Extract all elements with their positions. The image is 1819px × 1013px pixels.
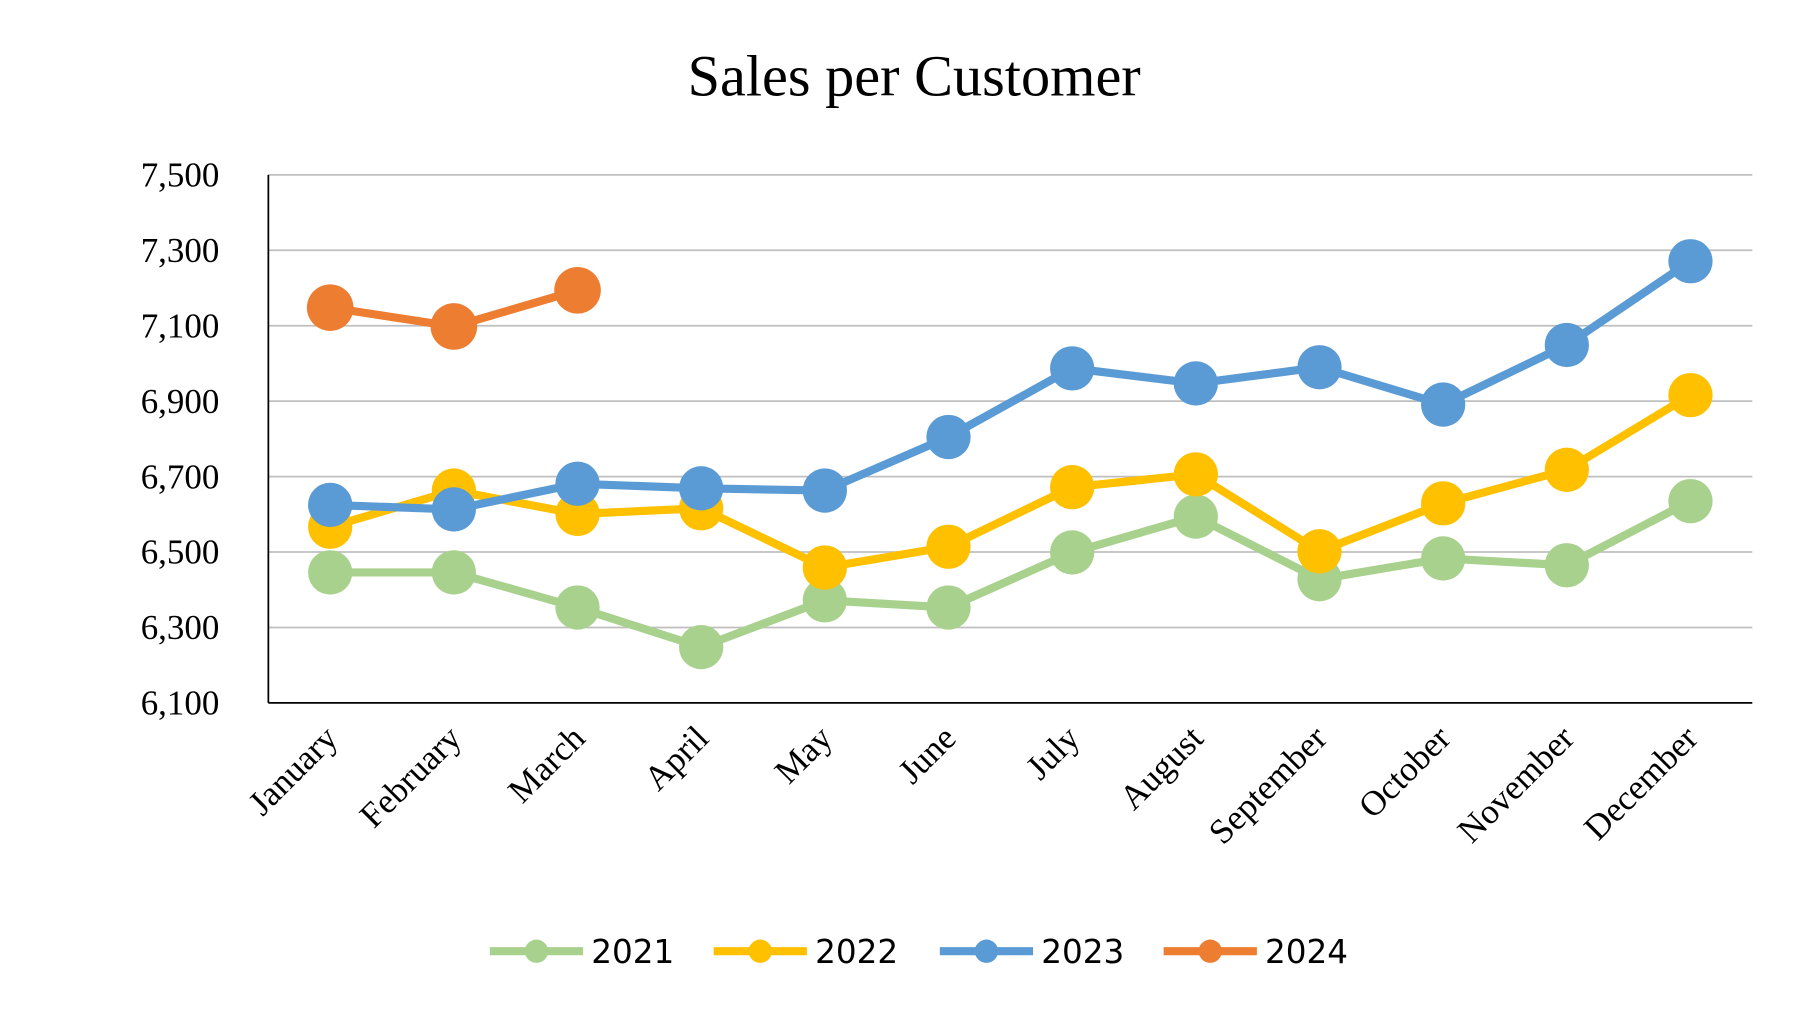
x-tick-label: August — [1112, 718, 1211, 817]
data-point — [306, 284, 354, 331]
x-tick-label: May — [767, 718, 840, 791]
series-2023 — [308, 239, 1713, 532]
data-point — [926, 524, 971, 569]
data-point — [1544, 447, 1589, 492]
data-point — [308, 482, 353, 528]
x-tick-label: June — [891, 718, 964, 791]
y-tick-label: 6,100 — [141, 684, 220, 723]
data-point — [1173, 494, 1218, 539]
legend-item-2022: 2022 — [713, 933, 898, 971]
data-point — [679, 466, 724, 511]
y-tick-label: 6,700 — [141, 457, 220, 496]
data-point — [802, 578, 847, 623]
x-tick-label: September — [1201, 718, 1335, 852]
y-tick-label: 7,100 — [141, 306, 220, 345]
data-point — [802, 545, 847, 590]
x-tick-label: December — [1576, 718, 1705, 847]
x-tick-label: February — [352, 718, 469, 835]
data-point — [1421, 382, 1466, 427]
y-tick-label: 6,900 — [141, 382, 220, 421]
legend-label: 2023 — [1041, 933, 1124, 971]
series-line — [330, 497, 1693, 652]
legend-label: 2024 — [1265, 933, 1348, 971]
legend-label: 2022 — [815, 933, 898, 971]
y-tick-label: 6,500 — [141, 533, 220, 572]
legend-marker — [524, 939, 549, 963]
x-tick-label: July — [1018, 718, 1087, 787]
series-line — [329, 391, 1693, 572]
data-point — [1421, 536, 1466, 581]
data-point — [1297, 529, 1342, 574]
data-point — [1173, 452, 1218, 497]
series-2021 — [308, 478, 1713, 670]
data-point — [1668, 372, 1713, 418]
x-tick-label: November — [1450, 718, 1582, 850]
data-point — [430, 303, 478, 350]
legend-item-2023: 2023 — [939, 933, 1124, 971]
legend-marker — [748, 939, 772, 963]
x-tick-label: March — [500, 718, 592, 810]
legend-marker — [974, 939, 999, 963]
data-point — [1421, 481, 1466, 526]
data-point — [1050, 465, 1095, 510]
data-point — [1668, 239, 1713, 284]
y-tick-label: 7,500 — [141, 156, 220, 195]
legend-label: 2021 — [591, 933, 674, 971]
data-point — [1297, 345, 1342, 390]
data-point — [926, 414, 971, 460]
data-point — [1050, 346, 1095, 391]
y-tick-label: 7,300 — [141, 231, 220, 270]
data-point — [431, 550, 477, 595]
data-point — [555, 585, 600, 630]
data-point — [1544, 543, 1589, 588]
data-point — [679, 624, 724, 670]
x-tick-label: October — [1351, 718, 1458, 825]
x-tick-label: April — [636, 718, 716, 798]
y-tick-label: 6,300 — [141, 608, 220, 647]
series-line — [330, 257, 1693, 514]
series-2024 — [306, 266, 601, 350]
data-point — [555, 461, 600, 506]
data-point — [1050, 530, 1095, 575]
data-point — [554, 266, 601, 314]
data-point — [802, 468, 847, 513]
chart-title: Sales per Customer — [688, 44, 1141, 109]
data-point — [1668, 478, 1713, 524]
legend-marker — [1198, 939, 1222, 963]
data-point — [431, 487, 477, 532]
data-point — [1544, 322, 1589, 368]
x-tick-label: January — [241, 718, 346, 823]
data-point — [926, 585, 971, 630]
data-point — [1173, 361, 1218, 406]
data-point — [308, 550, 353, 595]
legend-item-2021: 2021 — [489, 933, 674, 971]
legend-item-2024: 2024 — [1163, 933, 1348, 971]
